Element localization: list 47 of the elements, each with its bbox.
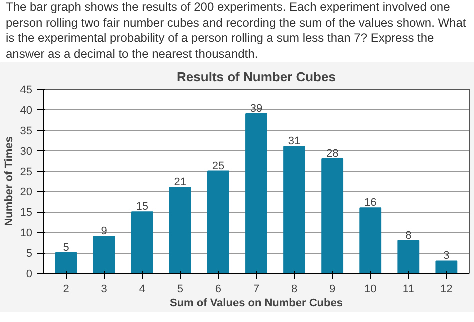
bar	[436, 261, 458, 274]
y-tick-label: 5	[26, 248, 33, 260]
y-axis-title: Number of Times	[3, 137, 16, 227]
bar	[93, 236, 116, 274]
y-tick-label: 45	[20, 84, 33, 97]
y-tick-label: 0	[26, 268, 33, 281]
data-label: 31	[288, 136, 301, 148]
text: The bar graph shows the results of 200 experiments. Each experiment involved one person rolling two fair number cubes and recording the sum of the values shown. What is the experimental probability of a person rolling a sum less than 7? Express the answer as a decimal to the nearest thousandth.	[6, 0, 468, 62]
y-tick-label: 25	[20, 166, 33, 179]
bar	[208, 171, 230, 274]
x-tick-label: 11	[402, 284, 414, 296]
data-label: 5	[63, 242, 70, 254]
x-tick-label: 7	[253, 284, 260, 296]
x-tick-label: 2	[63, 284, 70, 296]
y-tick-label: 40	[20, 105, 33, 118]
bar	[398, 240, 420, 274]
x-tick-label: 10	[364, 284, 377, 296]
data-label: 8	[406, 230, 412, 242]
data-label: 25	[212, 160, 225, 173]
data-label: 3	[444, 250, 450, 263]
y-tick-label: 35	[20, 126, 33, 138]
y-tick-label: 10	[20, 228, 33, 240]
data-label: 16	[364, 197, 377, 210]
y-tick-label: 15	[20, 208, 33, 220]
y-tick-label: 30	[20, 146, 33, 158]
x-tick-label: 8	[291, 284, 298, 296]
data-label: 15	[136, 202, 149, 214]
data-label: 28	[326, 148, 339, 160]
data-label: 21	[174, 177, 187, 190]
bar	[284, 146, 306, 274]
x-tick-label: 3	[101, 284, 108, 296]
bar	[169, 188, 192, 274]
bar	[322, 158, 344, 274]
data-label: 9	[101, 226, 108, 238]
bar	[246, 114, 268, 274]
x-tick-label: 4	[139, 284, 146, 296]
x-axis-title: Sum of Values on Number Cubes	[170, 298, 343, 310]
chart-title: Results of Number Cubes	[177, 70, 336, 85]
x-tick-label: 6	[215, 284, 222, 296]
bar	[55, 252, 78, 274]
x-tick-label: 12	[440, 284, 453, 296]
data-label: 39	[250, 103, 263, 116]
x-tick-label: 9	[330, 284, 336, 296]
bar	[360, 208, 382, 274]
y-tick-label: 20	[20, 187, 33, 200]
x-tick-label: 5	[177, 284, 184, 296]
bar	[131, 212, 154, 274]
